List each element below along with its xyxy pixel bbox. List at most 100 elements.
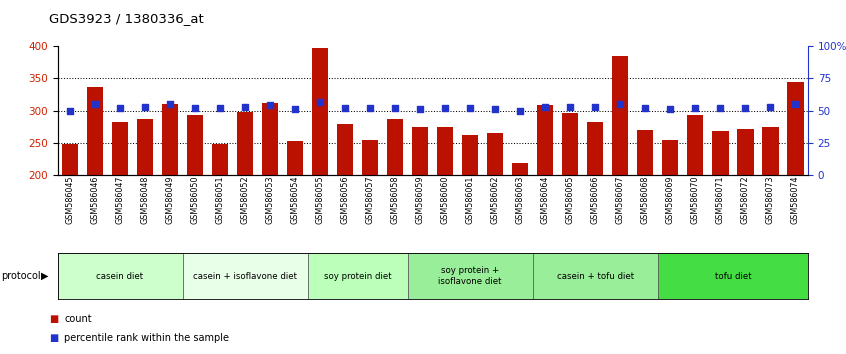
Text: GSM586050: GSM586050: [190, 175, 200, 224]
Point: [488, 107, 502, 112]
Text: GSM586055: GSM586055: [316, 175, 325, 224]
Text: ▶: ▶: [41, 271, 48, 281]
Point: [639, 105, 652, 111]
Text: tofu diet: tofu diet: [715, 272, 751, 281]
Bar: [337, 124, 354, 175]
Point: [613, 101, 627, 107]
Text: GSM586069: GSM586069: [666, 175, 675, 224]
Text: GSM586060: GSM586060: [441, 175, 450, 224]
Text: GSM586047: GSM586047: [116, 175, 124, 224]
Bar: [183, 253, 308, 299]
Point: [313, 99, 327, 104]
Point: [514, 108, 527, 113]
Text: casein + tofu diet: casein + tofu diet: [557, 272, 634, 281]
Point: [364, 105, 377, 111]
Text: count: count: [64, 314, 92, 324]
Bar: [412, 127, 428, 175]
Text: GSM586053: GSM586053: [266, 175, 275, 224]
Text: GSM586052: GSM586052: [240, 175, 250, 224]
Text: GSM586072: GSM586072: [741, 175, 750, 224]
Point: [63, 108, 77, 113]
Point: [739, 105, 752, 111]
Text: GSM586064: GSM586064: [541, 175, 550, 224]
Bar: [737, 129, 754, 175]
Text: GSM586074: GSM586074: [791, 175, 800, 224]
Text: GSM586073: GSM586073: [766, 175, 775, 224]
Point: [589, 104, 602, 110]
Text: GSM586054: GSM586054: [291, 175, 299, 224]
Bar: [237, 112, 253, 175]
Text: casein diet: casein diet: [96, 272, 144, 281]
Bar: [437, 127, 453, 175]
Text: casein + isoflavone diet: casein + isoflavone diet: [193, 272, 297, 281]
Bar: [788, 81, 804, 175]
Text: soy protein +
isoflavone diet: soy protein + isoflavone diet: [438, 267, 502, 286]
Text: GSM586059: GSM586059: [415, 175, 425, 224]
Bar: [187, 114, 203, 175]
Point: [388, 105, 402, 111]
Text: GSM586058: GSM586058: [391, 175, 399, 224]
Bar: [58, 253, 183, 299]
Bar: [712, 131, 728, 175]
Text: GSM586070: GSM586070: [691, 175, 700, 224]
Bar: [287, 141, 303, 175]
Point: [88, 101, 102, 107]
Bar: [212, 144, 228, 175]
Bar: [408, 253, 533, 299]
Bar: [137, 119, 153, 175]
Text: ■: ■: [49, 314, 58, 324]
Bar: [312, 48, 328, 175]
Point: [414, 107, 427, 112]
Point: [539, 104, 552, 110]
Bar: [362, 140, 378, 175]
Text: protocol: protocol: [1, 271, 41, 281]
Text: GSM586065: GSM586065: [566, 175, 574, 224]
Point: [338, 105, 352, 111]
Bar: [62, 144, 78, 175]
Bar: [87, 87, 103, 175]
Bar: [262, 103, 278, 175]
Point: [189, 105, 202, 111]
Point: [714, 105, 728, 111]
Text: GSM586056: GSM586056: [341, 175, 349, 224]
Bar: [308, 253, 408, 299]
Point: [764, 104, 777, 110]
Bar: [512, 163, 529, 175]
Text: GSM586046: GSM586046: [91, 175, 100, 224]
Text: GSM586062: GSM586062: [491, 175, 500, 224]
Text: GSM586045: GSM586045: [65, 175, 74, 224]
Point: [438, 105, 452, 111]
Point: [788, 101, 802, 107]
Text: GSM586066: GSM586066: [591, 175, 600, 224]
Bar: [687, 115, 704, 175]
Point: [263, 103, 277, 108]
Text: percentile rank within the sample: percentile rank within the sample: [64, 333, 229, 343]
Text: GSM586067: GSM586067: [616, 175, 625, 224]
Bar: [658, 253, 808, 299]
Bar: [462, 135, 478, 175]
Text: GSM586048: GSM586048: [140, 175, 150, 224]
Point: [288, 107, 302, 112]
Text: GSM586057: GSM586057: [365, 175, 375, 224]
Bar: [587, 122, 603, 175]
Point: [663, 107, 677, 112]
Bar: [487, 133, 503, 175]
Bar: [613, 56, 629, 175]
Bar: [563, 113, 579, 175]
Text: GSM586071: GSM586071: [716, 175, 725, 224]
Bar: [537, 105, 553, 175]
Point: [163, 101, 177, 107]
Text: GSM586049: GSM586049: [166, 175, 174, 224]
Bar: [387, 119, 404, 175]
Bar: [762, 127, 778, 175]
Bar: [533, 253, 658, 299]
Point: [113, 105, 127, 111]
Text: GDS3923 / 1380336_at: GDS3923 / 1380336_at: [49, 12, 204, 25]
Point: [138, 104, 151, 110]
Text: soy protein diet: soy protein diet: [324, 272, 392, 281]
Text: GSM586061: GSM586061: [466, 175, 475, 224]
Point: [213, 105, 227, 111]
Point: [239, 104, 252, 110]
Text: GSM586051: GSM586051: [216, 175, 225, 224]
Bar: [662, 140, 678, 175]
